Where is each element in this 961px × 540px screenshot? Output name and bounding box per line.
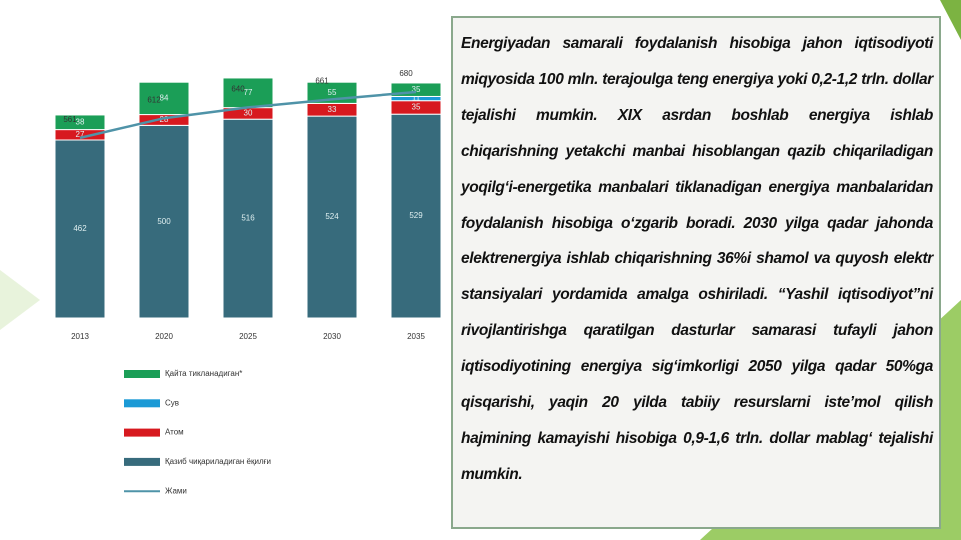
data-label: 500 [157,217,171,226]
data-label: 38 [76,117,85,126]
legend-label: Жами [165,486,187,495]
x-tick-label: 2020 [155,332,173,341]
legend-label: Қайта тикланадиган* [165,369,242,378]
legend-label: Қазиб чиқариладиган ёқилғи [165,457,271,466]
data-label: 30 [244,109,253,118]
data-label: 33 [328,105,337,114]
x-tick-label: 2030 [323,332,341,341]
total-label: 640 [231,85,245,94]
data-label: 462 [73,224,87,233]
data-label: 55 [328,88,337,97]
legend-label: Сув [165,398,179,407]
data-label: 35 [412,85,421,94]
bar-segment [138,81,190,116]
legend-swatch [124,370,160,378]
bar-segment [306,115,358,319]
total-label: 680 [399,69,413,78]
x-tick-label: 2035 [407,332,425,341]
legend-swatch [124,428,160,437]
x-tick-label: 2013 [71,332,89,341]
total-label: 612 [147,95,161,104]
data-label: 529 [409,211,423,220]
bar-segment [54,139,106,319]
total-label: 661 [315,76,329,85]
data-label: 524 [325,212,339,221]
data-label: 77 [244,88,253,97]
bar-segment [222,77,274,109]
data-label: 28 [160,115,169,124]
legend-label: Атом [165,428,184,437]
bar-segment [138,124,190,319]
text-box: Energiyadan samarali foydalanish hisobig… [451,16,941,529]
total-label: 561 [63,115,77,124]
data-label: 516 [241,214,255,223]
data-label: 35 [412,103,421,112]
decor [940,0,961,40]
data-label: 27 [76,130,85,139]
bar-segment [222,118,274,319]
data-label: 84 [160,93,169,102]
total-line [79,90,417,140]
bar-segment [54,114,106,131]
legend-swatch [124,399,160,408]
x-tick-label: 2025 [239,332,257,341]
data-label: 11 [412,94,421,103]
bar-segment [390,113,442,319]
decor [0,270,40,330]
legend-swatch [124,457,160,466]
